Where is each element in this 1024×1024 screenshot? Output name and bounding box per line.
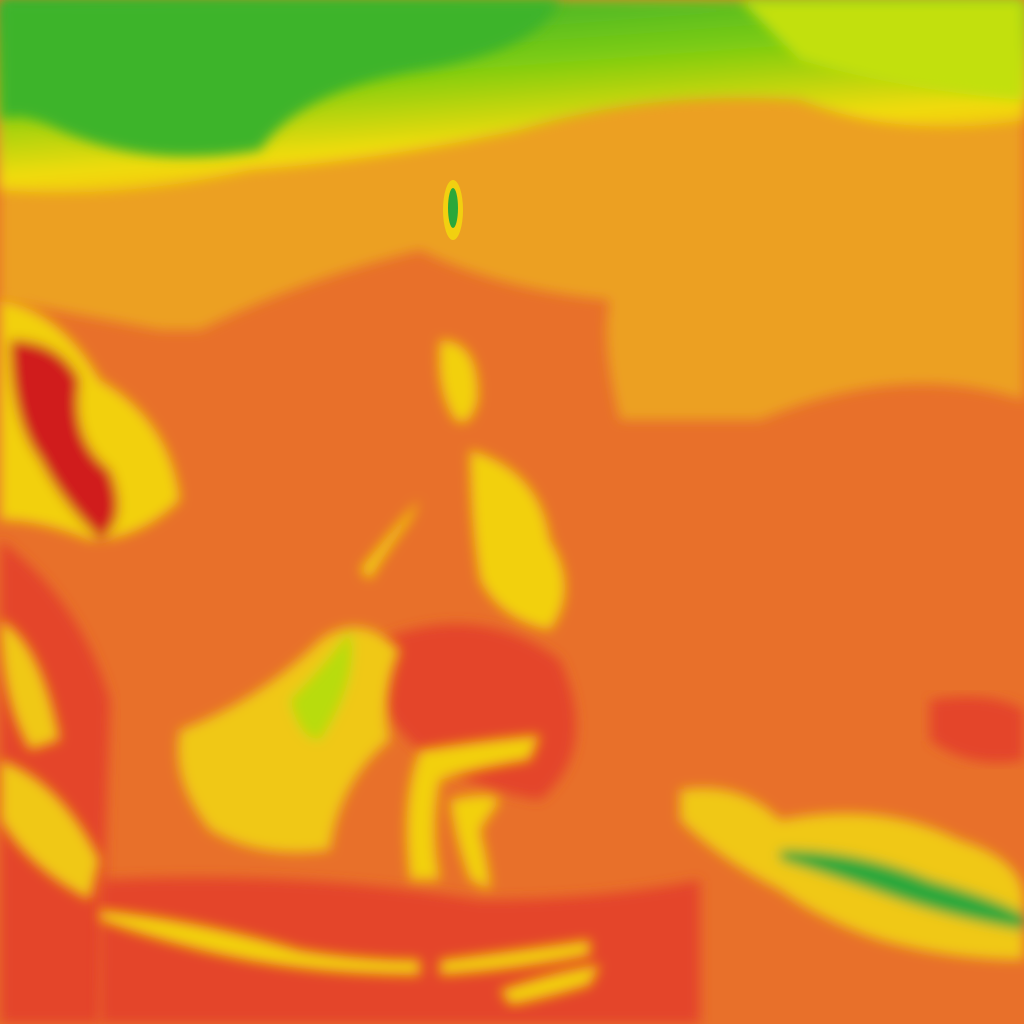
land-borneo: [178, 627, 400, 853]
land-new-guinea: [680, 788, 1024, 960]
land-sulawesi: [406, 735, 540, 890]
land-philippines: [360, 340, 565, 630]
land-sumatra-malaya: [0, 620, 100, 900]
land-taiwan: [443, 180, 463, 240]
land-java-lesser-sunda: [100, 910, 600, 1005]
land-indochina: [0, 300, 180, 540]
